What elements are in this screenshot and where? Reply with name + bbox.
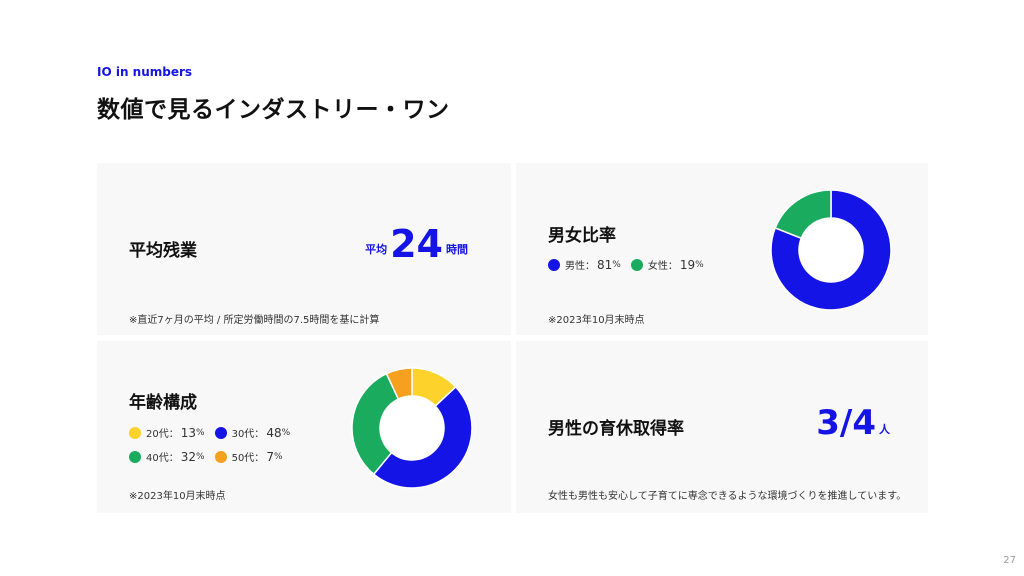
legend-percent: % (281, 427, 291, 438)
card-paternity-leave: 男性の育休取得率 3/4 人 女性も男性も安心して子育てに専念できるような環境づ… (516, 341, 928, 513)
section-eyebrow: IO in numbers (97, 65, 193, 79)
legend-label: 20代： (146, 429, 179, 440)
gender-donut-chart (770, 189, 892, 311)
card-title: 年齢構成 (129, 393, 197, 413)
legend-label: 30代： (231, 429, 265, 440)
legend-item-50s: 50代： 7 % (214, 449, 283, 464)
legend-dot (214, 426, 227, 439)
legend-value: 81 (597, 257, 613, 272)
legend-percent: % (196, 451, 205, 462)
age-legend-row: 40代： 32 % 50代： 7 % (129, 449, 293, 464)
legend-dot (129, 426, 141, 439)
legend-percent: % (695, 259, 704, 270)
card-title: 平均残業 (129, 241, 197, 261)
stat-value: 24 (390, 222, 443, 266)
stat-value: 3/4 (816, 403, 876, 443)
card-note: ※直近7ヶ月の平均 / 所定労働時間の7.5時間を基に計算 (129, 315, 380, 326)
legend-item-female: 女性： 19 % (630, 257, 704, 272)
card-note: ※2023年10月末時点 (129, 491, 226, 502)
card-note: ※2023年10月末時点 (548, 315, 645, 326)
legend-item-male: 男性： 81 % (548, 257, 621, 272)
card-title: 男女比率 (548, 226, 616, 246)
legend-item-20s: 20代： 13 % (129, 425, 205, 440)
page-title: 数値で見るインダストリー・ワン (97, 97, 450, 123)
card-average-overtime: 平均残業 平均 24 時間 ※直近7ヶ月の平均 / 所定労働時間の7.5時間を基… (97, 163, 511, 335)
legend-value: 48 (266, 425, 282, 440)
legend-value: 19 (679, 257, 696, 272)
legend-percent: % (273, 451, 283, 462)
stat-unit: 人 (879, 423, 890, 436)
legend-value: 32 (180, 449, 197, 464)
legend-label: 男性： (565, 261, 595, 272)
page-number: 27 (1003, 555, 1016, 566)
donut-hole (380, 396, 444, 460)
legend-dot (129, 450, 141, 463)
donut-hole (799, 218, 863, 282)
legend-dot (630, 258, 643, 271)
leave-stat: 3/4 人 (816, 405, 890, 441)
legend-item-40s: 40代： 32 % (129, 449, 205, 464)
legend-label: 50代： (231, 453, 265, 464)
gender-legend: 男性： 81 % 女性： 19 % (548, 257, 714, 272)
card-note: 女性も男性も安心して子育てに専念できるような環境づくりを推進しています。 (548, 491, 907, 502)
overtime-stat: 平均 24 時間 (365, 225, 468, 263)
legend-value: 13 (180, 425, 197, 440)
stat-unit: 時間 (446, 243, 468, 256)
legend-value: 7 (266, 449, 274, 464)
legend-dot (548, 258, 560, 271)
legend-label: 40代： (146, 453, 179, 464)
legend-label: 女性： (647, 261, 678, 272)
legend-dot (214, 450, 227, 463)
legend-percent: % (196, 427, 205, 438)
age-donut-chart (351, 367, 473, 489)
card-age-composition: 年齢構成 20代： 13 % 30代： 48 % 40代： 32 % 50代： … (97, 341, 511, 513)
card-title: 男性の育休取得率 (548, 419, 684, 439)
legend-item-30s: 30代： 48 % (214, 425, 291, 440)
card-gender-ratio: 男女比率 男性： 81 % 女性： 19 % ※2023年10月末時点 (516, 163, 928, 335)
stat-prefix: 平均 (365, 243, 388, 256)
legend-percent: % (612, 259, 621, 270)
age-legend-row: 20代： 13 % 30代： 48 % (129, 425, 300, 440)
